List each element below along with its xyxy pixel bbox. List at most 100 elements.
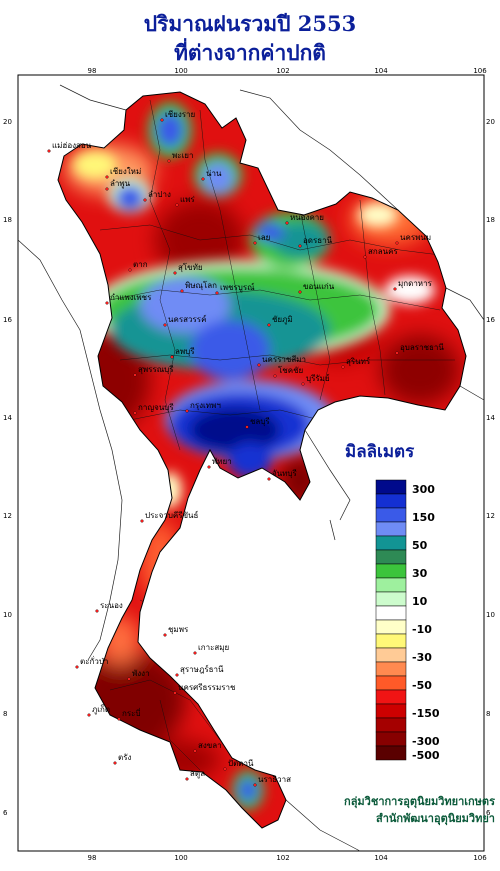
station-marker <box>395 351 399 355</box>
legend-swatch <box>375 549 407 565</box>
place-label: ชุมพร <box>168 625 189 634</box>
station-marker <box>363 255 367 259</box>
station-marker <box>163 323 167 327</box>
legend-swatch <box>375 479 407 495</box>
lat-tick-left: 20 <box>3 118 12 126</box>
map-title-line2: ที่ต่างจากค่าปกติ <box>174 40 326 65</box>
legend-swatch <box>375 591 407 607</box>
station-marker <box>175 203 179 207</box>
lat-tick-right: 10 <box>486 611 495 619</box>
lon-tick-bottom: 106 <box>473 854 487 862</box>
station-marker <box>105 187 109 191</box>
lon-tick-top: 104 <box>374 67 388 75</box>
place-label: ลำปาง <box>148 190 171 199</box>
station-marker <box>267 323 271 327</box>
station-marker <box>215 291 219 295</box>
legend-title: มิลลิเมตร <box>345 442 415 462</box>
place-label: พังงา <box>132 669 150 678</box>
credit-line2: สำนักพัฒนาอุตุนิยมวิทยา <box>376 812 495 825</box>
station-marker <box>133 373 137 377</box>
lon-tick-top: 100 <box>174 67 187 75</box>
place-label: สตูล <box>190 769 205 779</box>
place-label: บุรีรัมย์ <box>306 373 330 383</box>
lon-tick-top: 98 <box>88 67 97 75</box>
legend-label: -150 <box>412 707 440 720</box>
place-label: เกาะสมุย <box>198 643 229 652</box>
place-label: นครพนม <box>400 233 431 242</box>
station-marker <box>87 713 91 717</box>
station-marker <box>75 665 79 669</box>
legend-swatch <box>375 605 407 621</box>
place-label: พะเยา <box>172 151 193 160</box>
station-marker <box>257 363 261 367</box>
legend-swatch <box>375 563 407 579</box>
station-marker <box>180 289 184 293</box>
place-label: จันทบุรี <box>272 469 298 478</box>
neighbour-borders <box>17 84 485 852</box>
legend-label: -300 <box>412 735 440 748</box>
station-marker <box>185 409 189 413</box>
station-marker <box>267 477 271 481</box>
legend-swatch <box>375 661 407 677</box>
lat-tick-left: 16 <box>3 316 12 324</box>
place-label: อุบลราชธานี <box>400 343 444 352</box>
station-marker <box>175 673 179 677</box>
place-label: สกลนคร <box>368 247 398 256</box>
lat-tick-right: 20 <box>486 118 495 126</box>
station-marker <box>143 198 147 202</box>
station-marker <box>95 609 99 613</box>
station-marker <box>285 221 289 225</box>
station-marker <box>173 271 177 275</box>
place-label: ชัยภูมิ <box>272 315 293 325</box>
place-label: แม่ฮ่องสอน <box>52 141 92 150</box>
station-marker <box>170 355 174 359</box>
station-marker <box>245 425 249 429</box>
legend-swatch <box>375 731 407 747</box>
legend-swatch <box>375 493 407 509</box>
lat-tick-left: 10 <box>3 611 12 619</box>
place-label: นครราชสีมา <box>262 355 306 364</box>
legend-swatch <box>375 619 407 635</box>
lat-tick-right: 18 <box>486 216 495 224</box>
place-label: ลำพูน <box>110 179 131 189</box>
place-label: เชียงราย <box>165 110 195 119</box>
legend-swatch <box>375 507 407 523</box>
lat-tick-right: 12 <box>486 512 495 520</box>
station-marker <box>298 290 302 294</box>
legend-label: -30 <box>412 651 432 664</box>
station-marker <box>253 241 257 245</box>
station-marker <box>185 777 189 781</box>
station-marker <box>201 177 205 181</box>
place-label: สงขลา <box>198 741 222 750</box>
lon-tick-bottom: 98 <box>88 854 97 862</box>
place-label: กาญจนบุรี <box>138 403 174 412</box>
place-label: สุพรรณบุรี <box>138 365 174 374</box>
place-label: นราธิวาส <box>258 775 291 784</box>
lat-tick-left: 18 <box>3 216 12 224</box>
lat-tick-left: 14 <box>3 414 12 422</box>
legend-label: 300 <box>412 483 435 496</box>
legend-label: -10 <box>412 623 432 636</box>
legend-swatch <box>375 535 407 551</box>
place-label: ชลบุรี <box>250 417 270 426</box>
station-marker <box>193 651 197 655</box>
place-label: สุรินทร์ <box>346 356 371 366</box>
station-marker <box>117 717 121 721</box>
lon-tick-top: 102 <box>276 67 289 75</box>
legend-swatch <box>375 577 407 593</box>
station-marker <box>273 374 277 378</box>
lat-tick-right: 8 <box>486 710 490 718</box>
legend: 300 150 50 30 10 -10 -30 -50 -150 -300-500 <box>375 479 440 762</box>
map-title-line1: ปริมาณฝนรวมปี 2553 <box>143 11 357 36</box>
place-label: หนองคาย <box>290 213 324 222</box>
station-marker <box>173 691 177 695</box>
lat-tick-right: 6 <box>486 809 491 817</box>
station-marker <box>193 749 197 753</box>
place-label: สุราษฎร์ธานี <box>180 664 224 674</box>
place-label: เลย <box>258 233 270 242</box>
place-label: อุดรธานี <box>303 236 333 245</box>
place-label: สุโขทัย <box>178 262 203 272</box>
province-borders <box>99 99 455 771</box>
